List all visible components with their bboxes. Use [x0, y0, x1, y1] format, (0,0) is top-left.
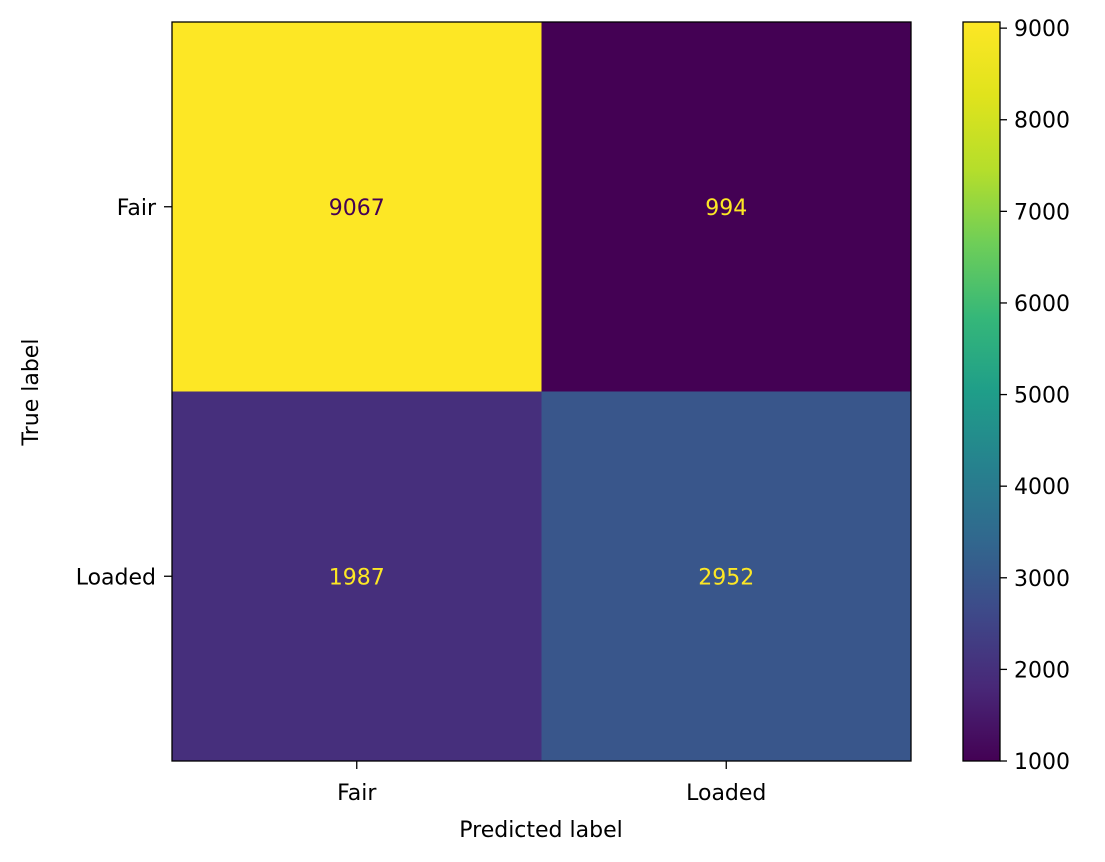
x-tick-label: Fair [337, 781, 377, 806]
colorbar-tick-label: 7000 [1014, 200, 1070, 225]
colorbar-gradient [962, 21, 1001, 762]
heatmap-cells [172, 22, 912, 762]
cell-value-label-0-1: 994 [705, 196, 747, 221]
cell-labels: 9067 994 1987 2952 [329, 196, 755, 591]
colorbar-tick-label: 5000 [1014, 384, 1070, 409]
y-tick-label: Loaded [76, 565, 156, 590]
colorbar-tick-label: 4000 [1014, 475, 1070, 500]
cell-value-label-1-1: 2952 [698, 565, 754, 590]
y-axis-ticks: Fair Loaded [76, 196, 172, 590]
heatmap-cell-1-0 [172, 391, 542, 762]
cell-value-label-1-0: 1987 [329, 565, 385, 590]
heatmap-cell-0-1 [541, 22, 912, 392]
y-axis-label: True label [19, 339, 44, 447]
colorbar-tick-label: 2000 [1014, 658, 1070, 683]
y-tick-label: Fair [117, 196, 157, 221]
colorbar-tick-label: 8000 [1014, 109, 1070, 134]
heatmap-cell-0-0 [172, 22, 542, 392]
colorbar-tick-label: 3000 [1014, 567, 1070, 592]
heatmap-cell-1-1 [541, 391, 912, 762]
x-axis-ticks: Fair Loaded [337, 761, 766, 806]
cell-value-label-0-0: 9067 [329, 196, 385, 221]
colorbar-tick-label: 1000 [1014, 750, 1070, 775]
colorbar-ticks: 1000 2000 3000 4000 5000 6000 7000 8000 9000 [1000, 17, 1070, 775]
colorbar: 1000 2000 3000 4000 5000 6000 7000 8000 9000 [962, 17, 1070, 775]
x-axis-label: Predicted label [459, 818, 622, 843]
plot-frame [171, 21, 912, 762]
colorbar-tick-label: 9000 [1014, 17, 1070, 42]
x-tick-label: Loaded [686, 781, 766, 806]
colorbar-tick-label: 6000 [1014, 292, 1070, 317]
